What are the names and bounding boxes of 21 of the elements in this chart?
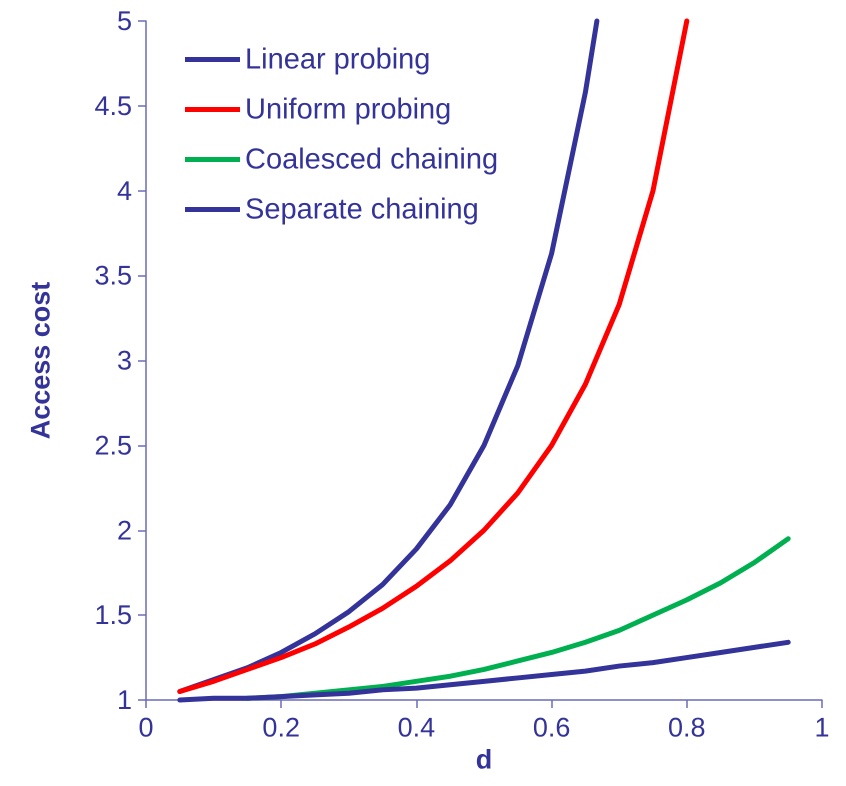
- x-tick-label: 0: [138, 712, 154, 742]
- y-tick-label: 4.5: [94, 90, 132, 121]
- legend-label: Separate chaining: [245, 194, 479, 226]
- legend-label: Uniform probing: [245, 94, 452, 126]
- y-tick-label: 1: [116, 685, 132, 715]
- y-tick-label: 5: [116, 6, 132, 36]
- x-tick-label: 0.8: [668, 712, 706, 742]
- y-tick-label: 3.5: [94, 260, 132, 291]
- legend-label: Coalesced chaining: [245, 144, 498, 176]
- x-tick-label: 0.6: [532, 712, 570, 742]
- y-tick-label: 2.5: [94, 430, 132, 460]
- y-tick-label: 3: [116, 346, 132, 376]
- y-tick-label: 1.5: [94, 600, 132, 630]
- x-axis-title: d: [476, 744, 492, 774]
- x-tick-label: 1: [814, 712, 830, 742]
- x-tick-label: 0.4: [398, 712, 436, 742]
- y-tick-label: 4: [116, 176, 132, 206]
- x-tick-label: 0.2: [262, 712, 300, 742]
- y-axis-title: Access cost: [26, 282, 56, 440]
- legend-label: Linear probing: [245, 44, 430, 76]
- y-tick-label: 2: [116, 515, 132, 546]
